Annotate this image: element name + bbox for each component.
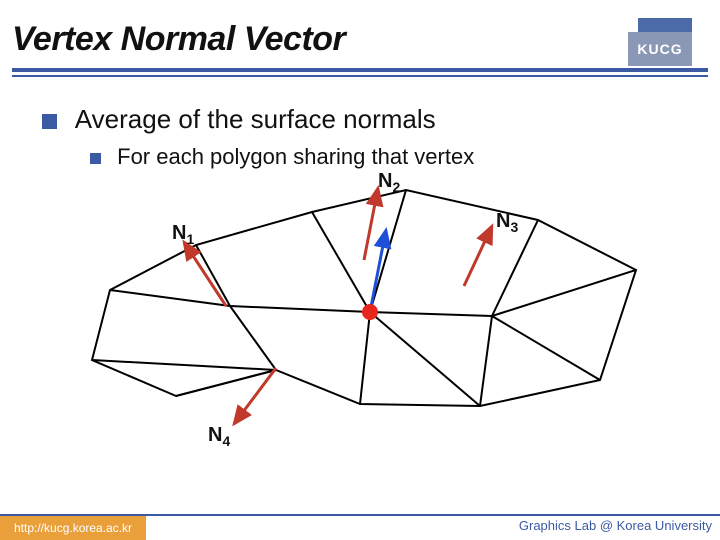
title-bar: Vertex Normal Vector [12,20,708,59]
label-n3: N3 [496,210,518,235]
bullet-sub-text: For each polygon sharing that vertex [117,144,474,169]
kucg-logo: KUCG [628,18,702,68]
label-n4: N4 [208,424,230,449]
bullet-main: Average of the surface normals [42,104,436,135]
title-underline-thin [12,75,708,77]
label-n1: N1 [172,222,194,247]
diagram-svg [80,180,660,470]
title-underline-thick [12,68,708,72]
logo-text: KUCG [637,41,682,57]
footer-url: http://kucg.korea.ac.kr [0,516,146,540]
bullet-square-icon [90,153,101,164]
bullet-sub: For each polygon sharing that vertex [90,144,474,170]
slide-title: Vertex Normal Vector [12,20,708,59]
logo-front-rect: KUCG [628,32,692,66]
footer-credit: Graphics Lab @ Korea University [519,518,712,533]
footer: http://kucg.korea.ac.kr Graphics Lab @ K… [0,514,720,540]
label-n2: N2 [378,170,400,195]
slide-root: Vertex Normal Vector KUCG Average of the… [0,0,720,540]
vertex-normal-diagram: N1 N2 N3 N4 [80,180,660,470]
bullet-square-icon [42,114,57,129]
bullet-main-text: Average of the surface normals [75,104,436,134]
